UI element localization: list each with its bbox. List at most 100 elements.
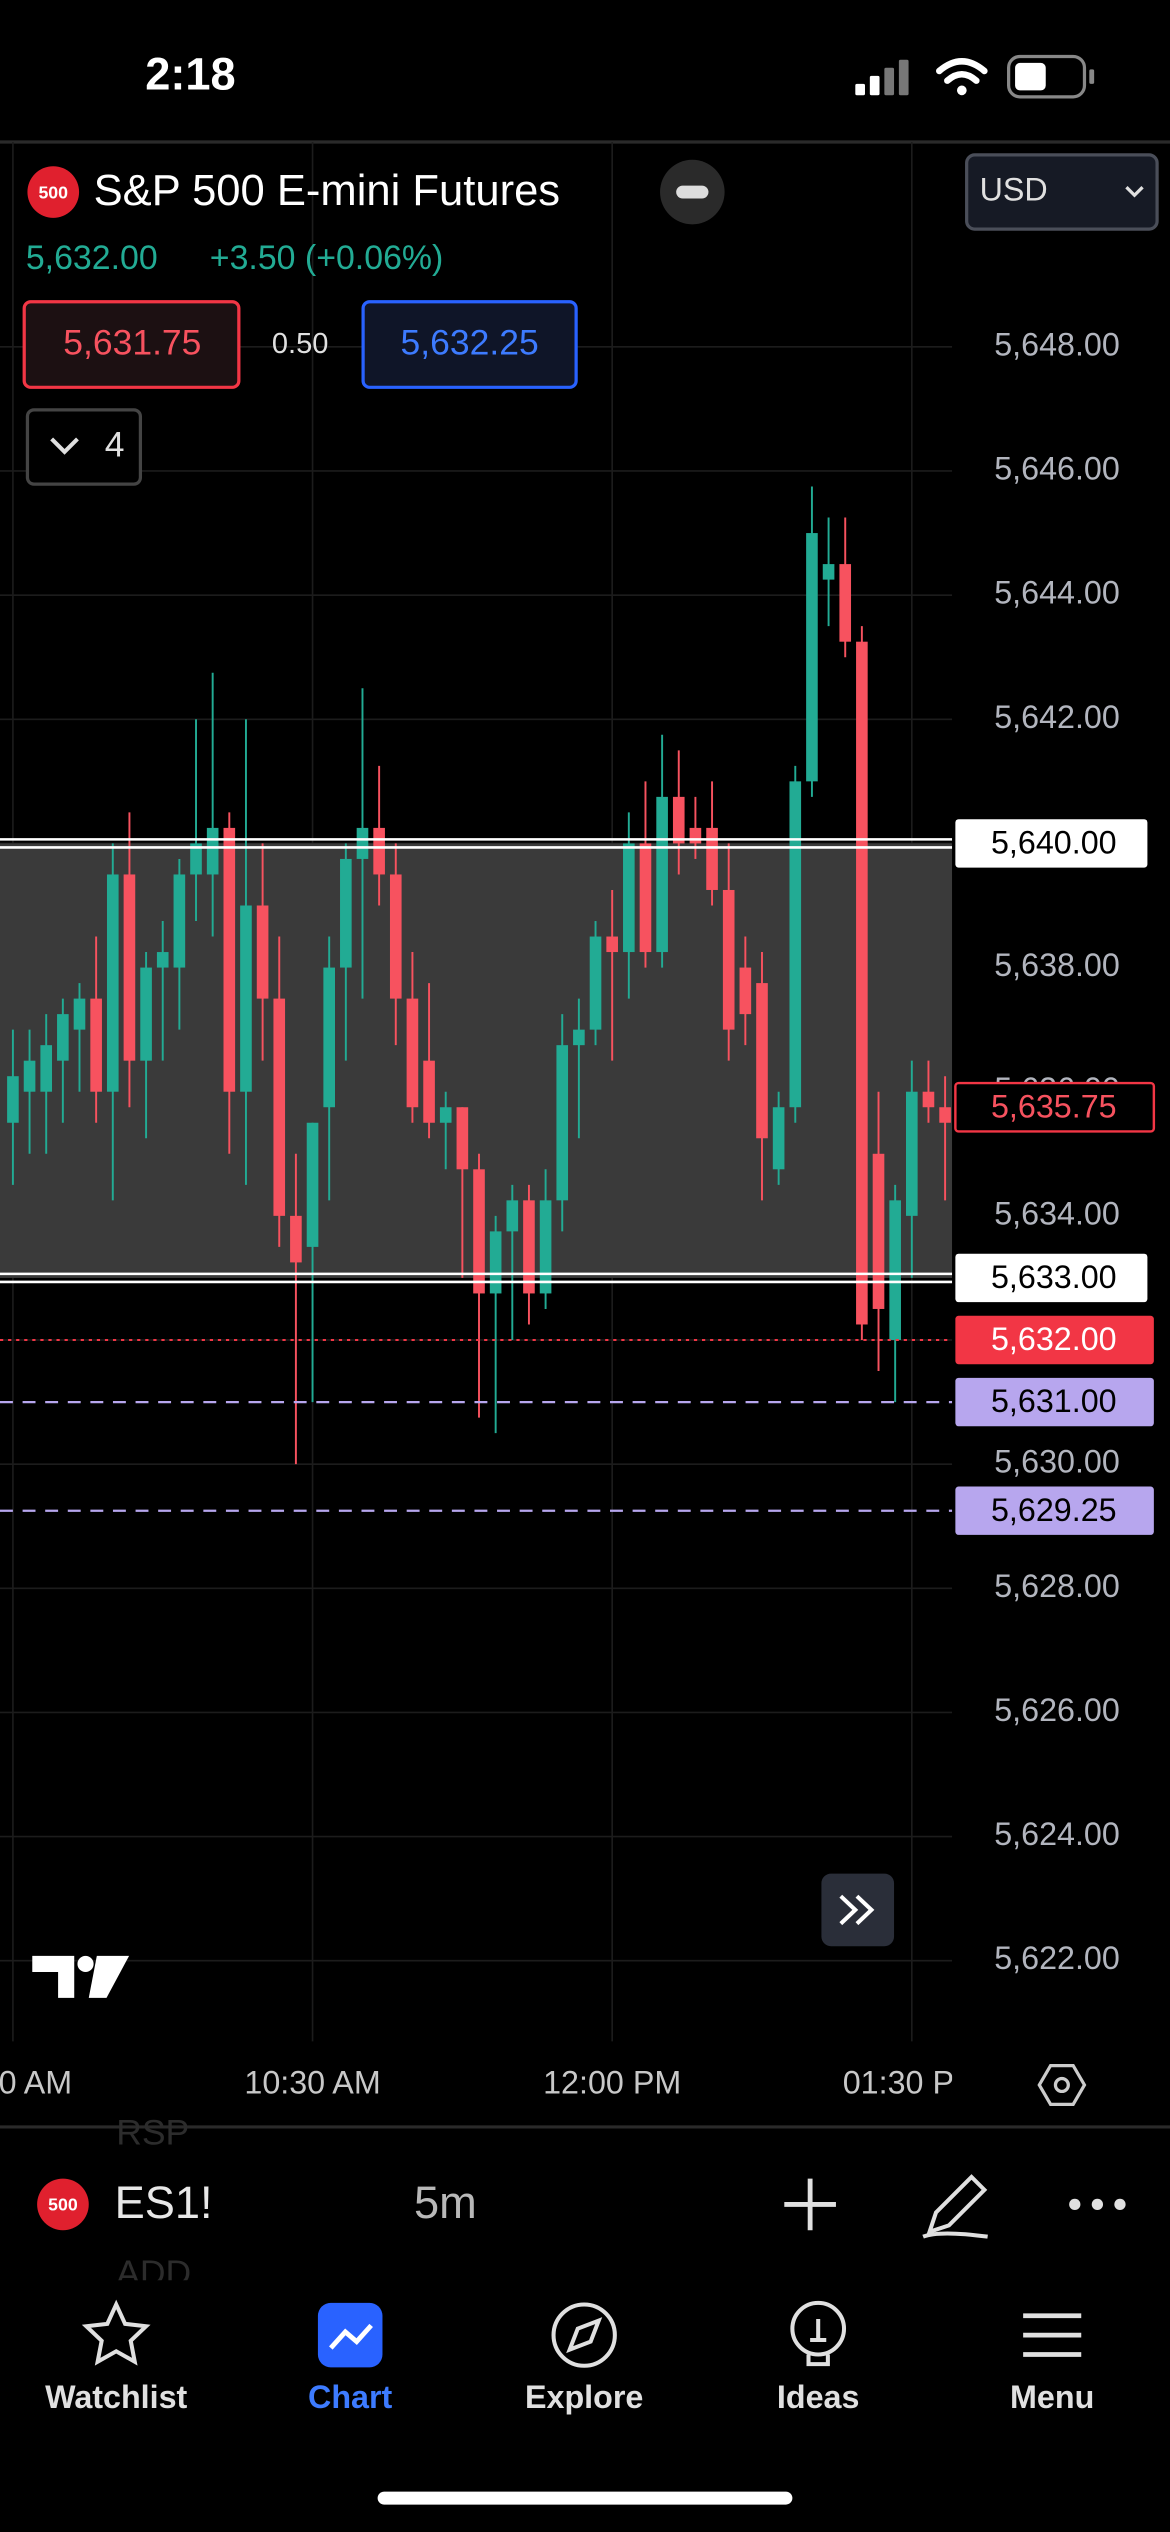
candle-body [173,874,186,968]
candle-body [523,1200,535,1294]
candle-body [389,874,402,999]
x-tick-label: 12:00 PM [543,2065,681,2101]
chart-settings[interactable] [1037,2064,1087,2106]
candle-body [406,998,419,1108]
buy-button[interactable]: 5,632.25 [361,300,578,389]
symbol-title[interactable]: S&P 500 E-mini Futures [94,167,561,215]
y-tick-label: 5,622.00 [994,1940,1120,1976]
candle-body [573,1029,585,1046]
scroll-to-latest[interactable] [821,1873,895,1947]
candle-body [73,998,86,1030]
candle-body [40,1045,53,1092]
candle-body [123,874,136,1061]
candle-body [589,936,602,1030]
candle-body [373,827,385,875]
candle-body [290,1215,302,1263]
last-price: 5,632.00 [26,239,158,277]
ideas-tab[interactable]: Ideas [777,2300,860,2415]
candle-body [672,796,685,844]
level-label: 5,633.00 [991,1259,1117,1295]
symbol-badge [27,166,80,218]
y-tick-label: 5,630.00 [994,1444,1120,1480]
candle-body [57,1014,69,1061]
candle-body [905,1091,918,1216]
level-label: 5,635.75 [991,1088,1117,1124]
level-box [955,1315,1154,1365]
plot-area [0,142,953,2042]
ghost-symbol: RSP [116,2112,189,2152]
y-tick-label: 5,624.00 [994,1816,1120,1852]
x-tick-label: 10:30 AM [244,2065,380,2101]
candle-body [606,936,618,953]
candle-body [323,967,335,1108]
menu-tab[interactable]: Menu [1010,2313,1094,2415]
candle-body [106,874,119,1092]
candle-body [706,827,718,890]
candle-body [256,905,269,999]
candle-body [806,533,818,782]
candle-body [90,998,102,1092]
candle-body [756,983,768,1139]
clock: 2:18 [145,48,235,99]
candle-body [489,1231,502,1294]
candle-body [240,905,252,1092]
interval[interactable]: 5m [414,2177,477,2228]
candle-body [140,967,152,1061]
draw-button[interactable] [922,2174,988,2239]
tab-label: Chart [308,2379,393,2415]
chart-tab[interactable]: Chart [308,2302,393,2415]
explore-tab[interactable]: Explore [525,2302,643,2415]
candle-body [639,843,652,953]
x-tick-label: 9:00 AM [0,2065,72,2101]
symbol[interactable]: ES1! [115,2177,213,2228]
price-axis: 5,622.00 5,624.00 5,626.00 5,628.00 5,630.00… [954,326,1156,1976]
candle-body [206,827,219,875]
y-tick-label: 5,634.00 [994,1195,1120,1231]
candle-body [856,641,868,1325]
add-button[interactable] [784,2178,836,2231]
tab-label: Explore [525,2379,643,2415]
indicators-toggle[interactable]: 4 [25,408,143,486]
home-indicator [377,2491,793,2505]
candle-body [722,889,735,1030]
battery-icon [1007,54,1095,99]
candle-body [623,843,635,953]
tab-bar [0,2280,1170,2532]
level-box [955,1486,1154,1535]
y-tick-label: 5,646.00 [994,451,1120,487]
bid-price: 5,631.75 [63,323,201,363]
symbol-badge [37,2178,89,2231]
spread: 0.50 [272,328,329,360]
candle-body [223,827,236,1092]
more-button[interactable] [1069,2198,1126,2211]
y-tick-label: 5,648.00 [994,326,1120,362]
candle-body [340,858,352,968]
candle-body [556,1045,569,1201]
candle-body [789,781,802,1108]
candle-body [156,952,169,968]
y-tick-label: 5,626.00 [994,1692,1120,1728]
candle-body [506,1200,519,1232]
level-box [955,1253,1148,1303]
candle-body [839,564,852,642]
candle-body [922,1091,935,1108]
ask-price: 5,632.25 [401,323,539,363]
watchlist-tab[interactable]: Watchlist [45,2299,188,2415]
y-tick-label: 5,628.00 [994,1568,1120,1604]
candle-body [939,1107,951,1123]
candle-body [456,1107,469,1170]
level-label: 5,629.25 [991,1492,1117,1528]
sell-button[interactable]: 5,631.75 [22,300,241,389]
tab-label: Ideas [777,2379,860,2415]
candle-body [772,1107,785,1170]
candle-body [190,843,202,875]
currency-dropdown[interactable]: USD [965,153,1159,231]
collapse-button[interactable] [660,159,725,225]
candle-body [473,1169,485,1294]
level-label: 5,640.00 [991,825,1117,861]
y-tick-label: 5,642.00 [994,699,1120,735]
price-change: +3.50 (+0.06%) [210,239,444,277]
tab-label: Menu [1010,2379,1094,2415]
x-tick-label: 01:30 PM [843,2065,981,2101]
